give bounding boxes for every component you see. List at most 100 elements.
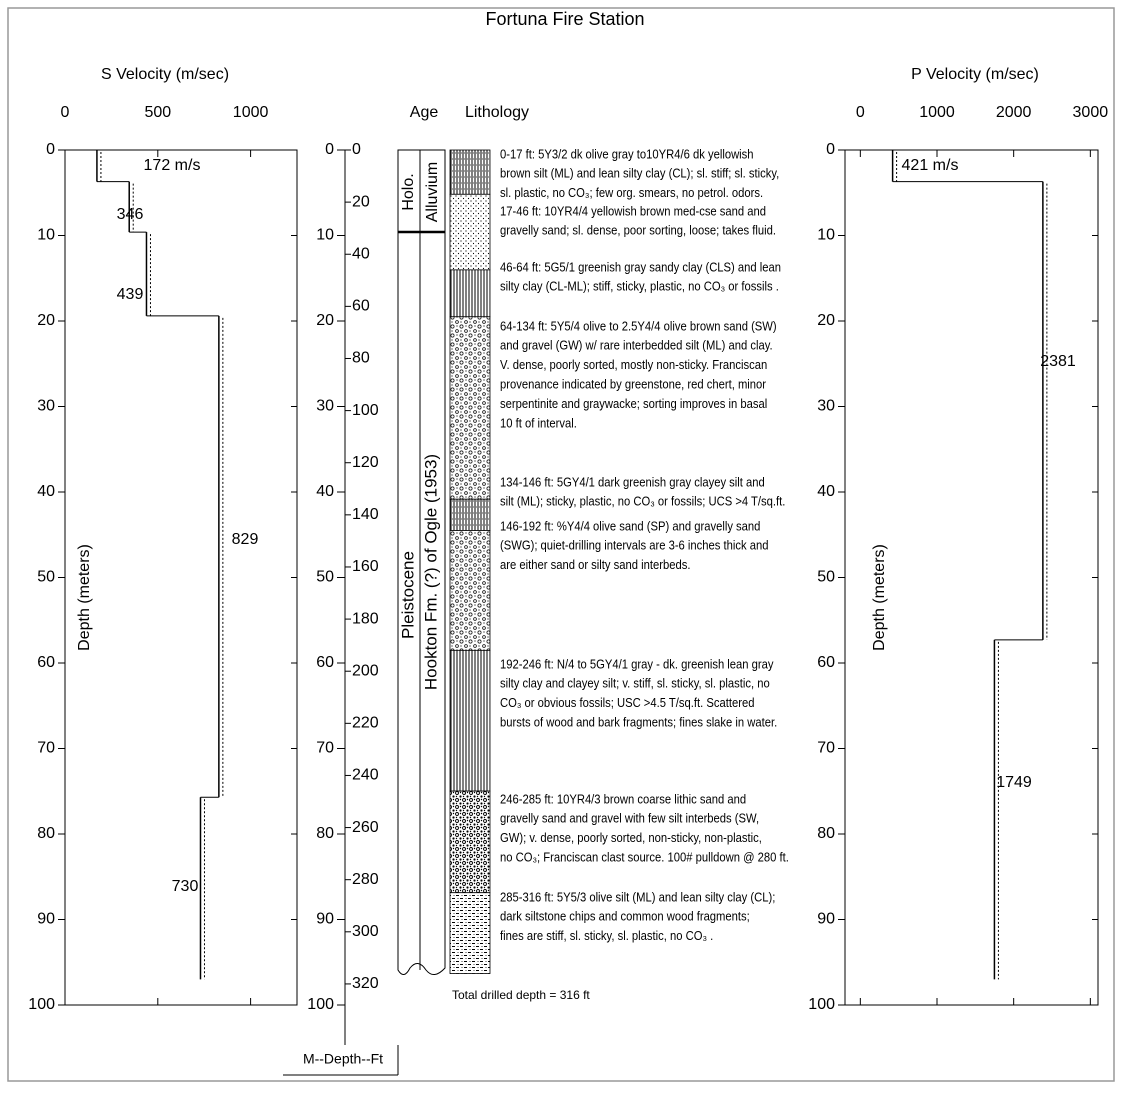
y-tick-label: 40 (817, 483, 835, 500)
description-line: (SWG); quiet-drilling intervals are 3-6 … (500, 538, 768, 553)
description-line: and gravel (GW) w/ rare interbedded silt… (500, 338, 773, 353)
y-tick-label: 0 (46, 141, 55, 158)
y-tick-label: 60 (37, 654, 55, 671)
y-tick-label: 100 (28, 996, 55, 1013)
y-tick-label: 10 (817, 227, 835, 244)
description-line: are either sand or silty sand interbeds. (500, 558, 690, 573)
description-line: 134-146 ft: 5GY4/1 dark greenish gray cl… (500, 475, 765, 490)
description-line: CO₃ or obvious fossils; USC >4.5 T/sq.ft… (500, 696, 754, 711)
description-line: silt (ML); sticky, plastic, no CO₃ or fo… (500, 494, 785, 509)
lithology-interval (449, 892, 491, 974)
value-label: 829 (232, 531, 259, 548)
x-tick-label: 3000 (1073, 104, 1109, 121)
lithology-description: 246-285 ft: 10YR4/3 brown coarse lithic … (500, 792, 789, 865)
description-line: dark siltstone chips and common wood fra… (500, 909, 750, 924)
y-tick-label: 10 (37, 227, 55, 244)
lithology-interval (449, 498, 491, 531)
depth-scale-label: M--Depth--Ft (303, 1051, 383, 1067)
description-line: 146-192 ft: %Y4/4 olive sand (SP) and gr… (500, 519, 760, 534)
feet-tick-label: 220 (352, 715, 379, 732)
y-tick-label: 50 (37, 569, 55, 586)
lithology-description: 146-192 ft: %Y4/4 olive sand (SP) and gr… (500, 519, 768, 573)
meter-tick-label: 40 (316, 483, 334, 500)
description-line: V. dense, poorly sorted, mostly non-stic… (500, 358, 767, 373)
frame (7, 7, 1115, 1082)
y-tick-label: 80 (817, 825, 835, 842)
feet-tick-label: 320 (352, 975, 379, 992)
lithology-interval (449, 193, 491, 271)
lithology-description: 285-316 ft: 5Y5/3 olive silt (ML) and le… (500, 890, 775, 944)
meter-tick-label: 10 (316, 227, 334, 244)
description-line: 64-134 ft: 5Y5/4 olive to 2.5Y4/4 olive … (500, 319, 777, 334)
feet-tick-label: 120 (352, 454, 379, 471)
y-tick-label: 0 (826, 141, 835, 158)
x-axis-title: P Velocity (m/sec) (911, 66, 1039, 83)
lithology-interval (449, 790, 491, 894)
description-line: 246-285 ft: 10YR4/3 brown coarse lithic … (500, 792, 746, 807)
feet-tick-label: 20 (352, 193, 370, 210)
y-tick-label: 40 (37, 483, 55, 500)
age-title: Age (410, 104, 439, 121)
feet-tick-label: 40 (352, 245, 370, 262)
total-depth: Total drilled depth = 316 ft (452, 988, 590, 1002)
description-line: brown silt (ML) and lean silty clay (CL)… (500, 166, 779, 181)
lithology-interval (449, 649, 491, 792)
lithology-interval (449, 269, 491, 318)
formation-label: Hookton Fm. (?) of Ogle (1953) (421, 454, 440, 690)
description-line: sl. plastic, no CO₃; few org. smears, no… (500, 186, 763, 201)
description-line: silty clay and clayey silt; v. stiff, sl… (500, 676, 770, 691)
meter-tick-label: 30 (316, 398, 334, 415)
description-line: serpentinite and graywacke; sorting impr… (500, 396, 767, 411)
meter-tick-label: 60 (316, 654, 334, 671)
meter-tick-label: 80 (316, 825, 334, 842)
y-tick-label: 80 (37, 825, 55, 842)
lithology-interval (449, 530, 491, 651)
lithology-title: Lithology (465, 104, 529, 121)
meter-tick-label: 50 (316, 569, 334, 586)
y-tick-label: 20 (37, 312, 55, 329)
feet-tick-label: 60 (352, 298, 370, 315)
value-label: 346 (117, 206, 144, 223)
feet-tick-label: 80 (352, 350, 370, 367)
value-label: 172 m/s (144, 157, 201, 174)
description-line: gravelly sand and gravel with few silt i… (500, 811, 759, 826)
y-tick-label: 70 (817, 740, 835, 757)
description-line: 10 ft of interval. (500, 416, 577, 431)
value-label: 2381 (1040, 353, 1076, 370)
y-axis-title: Depth (meters) (76, 544, 93, 651)
description-line: gravelly sand; sl. dense, poor sorting, … (500, 223, 776, 238)
x-axis-title: S Velocity (m/sec) (101, 66, 229, 83)
value-label: 730 (172, 878, 199, 895)
y-axis-title: Depth (meters) (871, 544, 888, 651)
description-line: 285-316 ft: 5Y5/3 olive silt (ML) and le… (500, 890, 775, 905)
plot-frame (64, 149, 298, 1006)
description-line: GW); v. dense, poorly sorted, non-sticky… (500, 831, 762, 846)
meter-tick-label: 70 (316, 740, 334, 757)
description-line: 192-246 ft: N/4 to 5GY4/1 gray - dk. gre… (500, 657, 774, 672)
description-line: bursts of wood and bark fragments; fines… (500, 715, 777, 730)
description-line: no CO₃; Franciscan clast source. 100# pu… (500, 850, 789, 865)
description-line: provenance indicated by greenstone, red … (500, 377, 766, 392)
y-tick-label: 30 (37, 398, 55, 415)
value-label: 439 (117, 286, 144, 303)
lithology-description: 192-246 ft: N/4 to 5GY4/1 gray - dk. gre… (500, 657, 777, 730)
figure-title: Fortuna Fire Station (485, 9, 644, 29)
feet-tick-label: 300 (352, 923, 379, 940)
feet-tick-label: 100 (352, 402, 379, 419)
description-line: silty clay (CL-ML); stiff, sticky, plast… (500, 279, 779, 294)
meter-tick-label: 0 (325, 141, 334, 158)
lithology-description: 46-64 ft: 5G5/1 greenish gray sandy clay… (500, 260, 781, 294)
meter-tick-label: 90 (316, 911, 334, 928)
x-tick-label: 0 (61, 104, 70, 121)
lithology-description: 134-146 ft: 5GY4/1 dark greenish gray cl… (500, 475, 785, 509)
y-tick-label: 50 (817, 569, 835, 586)
lithology-interval (449, 149, 491, 195)
y-tick-label: 90 (817, 911, 835, 928)
epoch-label: Holo. (400, 173, 417, 210)
feet-tick-label: 160 (352, 558, 379, 575)
feet-tick-label: 0 (352, 141, 361, 158)
description-line: 17-46 ft: 10YR4/4 yellowish brown med-cs… (500, 204, 766, 219)
y-tick-label: 70 (37, 740, 55, 757)
